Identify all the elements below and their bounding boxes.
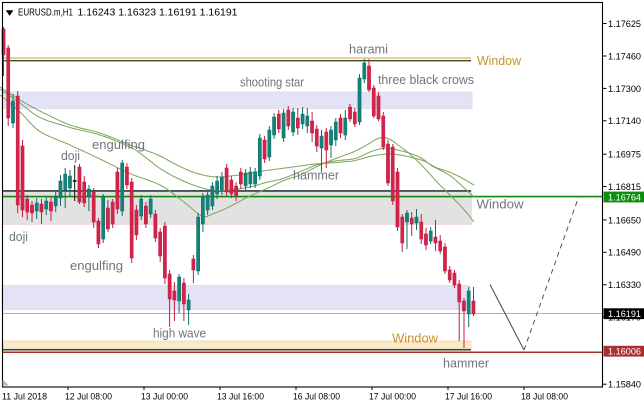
svg-text:17 Jul 00:00: 17 Jul 00:00 bbox=[369, 392, 416, 403]
svg-text:1.16243 1.16323 1.16191 1.1619: 1.16243 1.16323 1.16191 1.16191 bbox=[78, 8, 238, 19]
svg-text:1.16764: 1.16764 bbox=[608, 192, 642, 203]
svg-text:17 Jul 16:00: 17 Jul 16:00 bbox=[445, 392, 492, 403]
svg-text:high wave: high wave bbox=[153, 326, 206, 341]
svg-text:12 Jul 08:00: 12 Jul 08:00 bbox=[65, 392, 112, 403]
svg-text:18 Jul 08:00: 18 Jul 08:00 bbox=[521, 392, 568, 403]
svg-text:doji: doji bbox=[9, 229, 28, 244]
svg-text:hammer: hammer bbox=[293, 168, 340, 183]
svg-text:1.17140: 1.17140 bbox=[608, 116, 641, 127]
svg-text:1.17460: 1.17460 bbox=[608, 51, 641, 62]
svg-text:1.17300: 1.17300 bbox=[608, 84, 641, 95]
svg-text:16 Jul 08:00: 16 Jul 08:00 bbox=[293, 392, 340, 403]
svg-text:1.16975: 1.16975 bbox=[608, 150, 641, 161]
svg-text:1.16006: 1.16006 bbox=[608, 347, 641, 358]
svg-text:1.15840: 1.15840 bbox=[608, 380, 641, 391]
svg-text:1.16490: 1.16490 bbox=[608, 248, 641, 259]
svg-text:13 Jul 00:00: 13 Jul 00:00 bbox=[141, 392, 188, 403]
svg-text:Window: Window bbox=[392, 331, 438, 346]
svg-text:1.16191: 1.16191 bbox=[608, 309, 641, 320]
svg-text:11 Jul 2018: 11 Jul 2018 bbox=[2, 392, 47, 403]
svg-text:doji: doji bbox=[61, 148, 80, 163]
svg-text:Window: Window bbox=[477, 197, 524, 212]
svg-text:engulfing: engulfing bbox=[92, 137, 145, 152]
svg-text:harami: harami bbox=[349, 42, 388, 57]
svg-text:shooting star: shooting star bbox=[240, 75, 305, 90]
svg-text:engulfing: engulfing bbox=[70, 258, 123, 273]
svg-text:1.16330: 1.16330 bbox=[608, 280, 641, 291]
svg-text:hammer: hammer bbox=[443, 356, 490, 371]
svg-text:1.16650: 1.16650 bbox=[608, 215, 641, 226]
svg-text:13 Jul 16:00: 13 Jul 16:00 bbox=[217, 392, 264, 403]
svg-text:EURUSD.m,H1: EURUSD.m,H1 bbox=[18, 8, 73, 19]
svg-text:three black crows: three black crows bbox=[378, 72, 474, 87]
svg-text:1.17625: 1.17625 bbox=[608, 19, 641, 30]
svg-text:1.16815: 1.16815 bbox=[608, 182, 641, 193]
svg-text:Window: Window bbox=[477, 53, 521, 68]
